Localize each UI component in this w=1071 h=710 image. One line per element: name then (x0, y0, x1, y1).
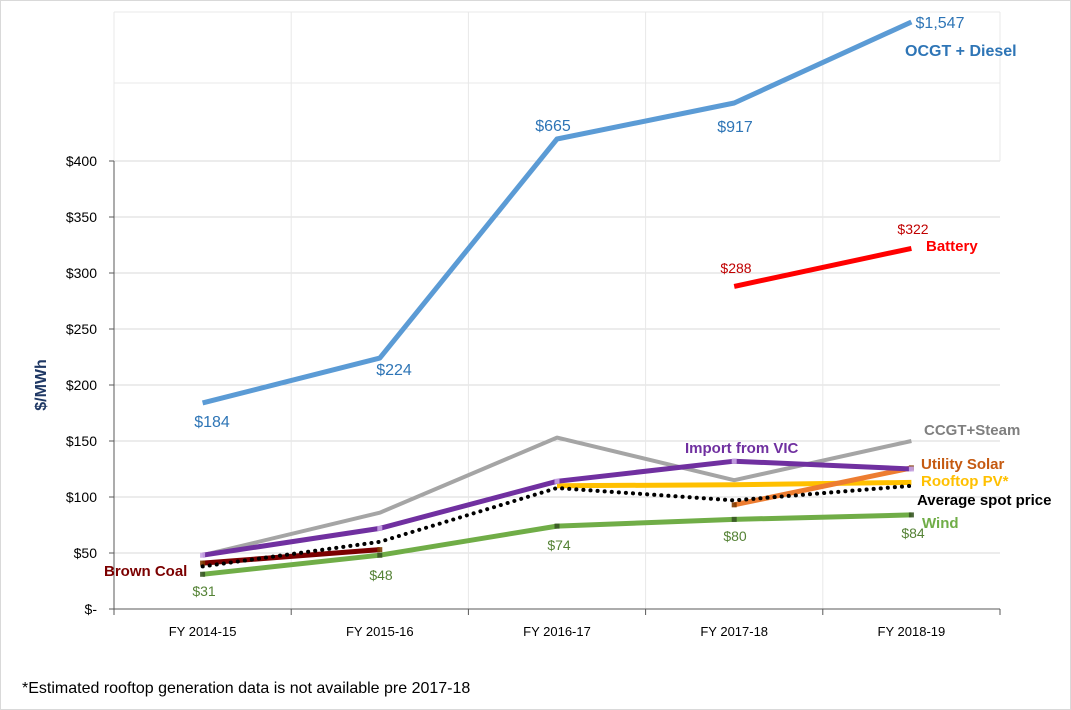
data-label-wind-0: $31 (192, 583, 216, 599)
y-tick-label-0: $- (85, 601, 98, 617)
series-marker-import-from-vic-3 (731, 458, 737, 464)
data-label-ocgt-diesel-1: $224 (376, 362, 412, 379)
series-marker-wind-3 (731, 516, 737, 522)
series-marker-brown-coal-1 (377, 547, 383, 553)
series-line-ccgt-steam (202, 435, 912, 558)
series-marker-import-from-vic-4 (908, 466, 914, 472)
data-label-wind-2: $74 (547, 537, 571, 553)
series-label-rooftop-pv: Rooftop PV* (921, 473, 1009, 490)
series-marker-import-from-vic-2 (554, 478, 560, 484)
footnote: *Estimated rooftop generation data is no… (22, 680, 471, 697)
y-tick-label-250: $250 (66, 321, 97, 337)
series-line-brown-coal (202, 547, 380, 566)
y-axis-title: $/MWh (33, 359, 50, 411)
series-marker-wind-1 (377, 552, 383, 558)
series-label-wind: Wind (922, 515, 959, 532)
series-line-battery (733, 245, 912, 289)
data-label-wind-1: $48 (369, 567, 393, 583)
series-marker-import-from-vic-1 (377, 525, 383, 531)
x-tick-label-fy-2016-17: FY 2016-17 (523, 624, 591, 639)
data-label-wind-4: $84 (901, 525, 925, 541)
x-tick-label-fy-2018-19: FY 2018-19 (878, 624, 946, 639)
series-marker-brown-coal-0 (200, 560, 206, 566)
data-label-ocgt-diesel-4: $1,547 (916, 15, 965, 32)
x-tick-label-fy-2014-15: FY 2014-15 (169, 624, 237, 639)
series-line-utility-solar (733, 465, 912, 508)
y-tick-label-200: $200 (66, 377, 97, 393)
series-line-average-spot-price (200, 483, 914, 569)
series-marker-wind-0 (200, 571, 206, 577)
data-label-battery-4: $322 (897, 221, 928, 237)
series-label-ccgt-steam: CCGT+Steam (924, 422, 1020, 439)
series-marker-utility-solar-3 (731, 502, 737, 508)
data-label-ocgt-diesel-2: $665 (535, 118, 571, 135)
y-tick-label-350: $350 (66, 209, 97, 225)
y-tick-label-100: $100 (66, 489, 97, 505)
y-tick-label-150: $150 (66, 433, 97, 449)
series-label-utility-solar: Utility Solar (921, 456, 1005, 473)
data-label-ocgt-diesel-0: $184 (194, 414, 230, 431)
series-label-battery: Battery (926, 238, 978, 255)
data-label-ocgt-diesel-3: $917 (717, 119, 753, 136)
x-tick-label-fy-2015-16: FY 2015-16 (346, 624, 414, 639)
series-line-rooftop-pv (556, 479, 912, 489)
series-marker-wind-4 (908, 512, 914, 518)
series-label-ocgt-diesel: OCGT + Diesel (905, 43, 1017, 60)
data-label-wind-3: $80 (723, 528, 747, 544)
data-label-battery-3: $288 (720, 260, 751, 276)
x-tick-label-fy-2017-18: FY 2017-18 (700, 624, 768, 639)
series-marker-wind-2 (554, 523, 560, 529)
series-label-import-from-vic: Import from VIC (685, 440, 799, 457)
y-tick-label-50: $50 (74, 545, 98, 561)
series-label-average-spot-price: Average spot price (917, 492, 1052, 509)
y-tick-label-400: $400 (66, 153, 97, 169)
series-marker-import-from-vic-0 (200, 552, 206, 558)
y-tick-label-300: $300 (66, 265, 97, 281)
series-label-brown-coal: Brown Coal (104, 563, 187, 580)
series-line-ocgt-diesel (201, 19, 913, 406)
